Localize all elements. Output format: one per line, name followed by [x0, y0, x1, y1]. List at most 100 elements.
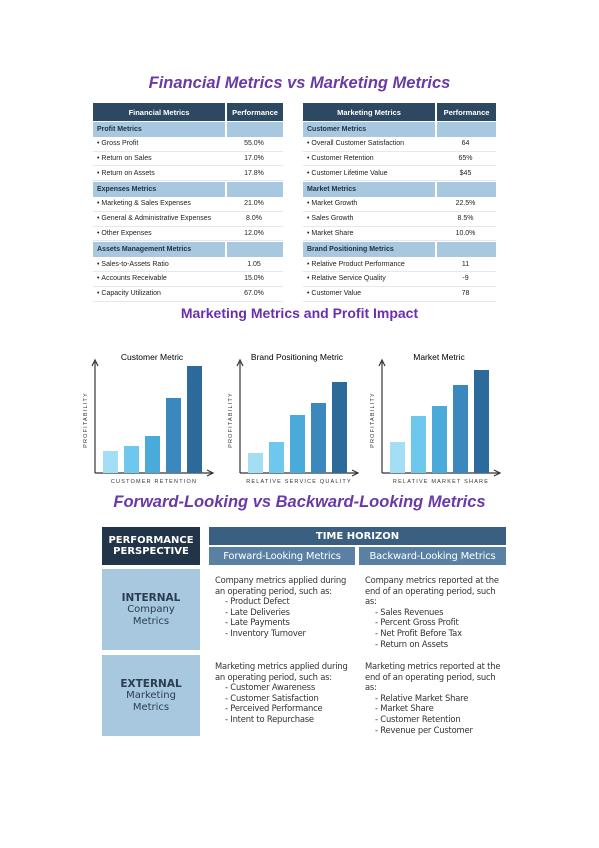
section-row: Customer Metrics	[303, 122, 496, 137]
bar	[187, 366, 202, 473]
bar	[432, 406, 447, 473]
table-row: Return on Assets 17.8%	[93, 166, 283, 182]
bar	[248, 453, 263, 473]
bar	[166, 398, 181, 473]
x-axis-label: RELATIVE SERVICE QUALITY	[246, 479, 352, 485]
bar	[390, 442, 405, 473]
table-row: Customer Value 78	[303, 287, 496, 302]
metric-value: 67.0%	[244, 290, 264, 298]
cell-item: Revenue per Customer	[365, 725, 502, 736]
bar	[311, 403, 326, 473]
cell-intro: Marketing metrics applied during an oper…	[215, 661, 348, 682]
charts: Customer Metric CUSTOMER RETENTION PROFITA…	[83, 352, 502, 485]
header-cell: Marketing Metrics	[303, 103, 435, 121]
section-row: Expenses Metrics	[93, 182, 283, 197]
header-row: Financial Metrics Performance	[93, 103, 283, 121]
row-heading: INTERNAL Company Metrics	[102, 569, 200, 650]
metric-value: -9	[462, 275, 469, 283]
section-name: Assets Management Metrics	[93, 242, 225, 258]
section-blank	[437, 122, 496, 137]
cell: Marketing metrics applied during an oper…	[209, 655, 356, 736]
cell-item: Relative Market Share	[365, 693, 502, 704]
cell-item: Sales Revenues	[365, 607, 502, 618]
marketing-table: Marketing Metrics Performance Customer Met…	[303, 103, 496, 302]
cell-item: Intent to Repurchase	[215, 714, 352, 725]
table-row: Other Expenses 12.0%	[93, 227, 283, 242]
bar	[453, 385, 468, 473]
header-cell: Financial Metrics	[93, 103, 225, 121]
y-arrow	[236, 358, 244, 367]
metric-name: Gross Profit	[93, 137, 225, 151]
cell-intro: Company metrics applied during an operat…	[215, 575, 347, 596]
chart-title: Customer Metric	[121, 352, 184, 362]
section-row: Brand Positioning Metrics	[303, 242, 496, 258]
metric-value: 15.0%	[244, 275, 264, 283]
metric-name: Market Share	[303, 227, 435, 241]
perspective-header: PERFORMANCE PERSPECTIVE	[102, 527, 200, 565]
section-name: Customer Metrics	[303, 122, 435, 137]
row-heading-main: INTERNAL	[121, 591, 181, 604]
row-heading-sub: Company Metrics	[127, 603, 175, 627]
metric-value: 64	[461, 140, 470, 148]
section-blank	[227, 182, 283, 197]
bar	[269, 442, 284, 473]
y-axis-label: PROFITABILITY	[228, 392, 234, 448]
section-name: Brand Positioning Metrics	[303, 242, 435, 258]
chart-title: Brand Positioning Metric	[251, 352, 344, 362]
cell: Company metrics applied during an operat…	[209, 569, 356, 650]
cell-item: Percent Gross Profit	[365, 617, 502, 628]
metric-name: Sales Growth	[303, 212, 435, 226]
section-blank	[227, 122, 283, 137]
y-arrow	[378, 358, 386, 367]
x-arrow	[493, 469, 502, 477]
metric-name: Return on Sales	[93, 152, 225, 166]
metric-name: Customer Lifetime Value	[303, 166, 435, 180]
table-row: Market Share 10.0%	[303, 227, 496, 242]
row-heading-main: EXTERNAL	[120, 677, 182, 690]
y-axis-label: PROFITABILITY	[370, 392, 376, 448]
section-blank	[437, 242, 496, 258]
section-name: Market Metrics	[303, 182, 435, 197]
metric-name: Sales-to-Assets Ratio	[93, 257, 225, 271]
metric-value: 12.0%	[244, 229, 264, 237]
cell-item: Inventory Turnover	[215, 628, 352, 639]
metric-value: 21.0%	[244, 200, 264, 208]
table-row: Customer Lifetime Value $45	[303, 166, 496, 182]
cell-item: Product Defect	[215, 596, 352, 607]
section-blank	[227, 242, 283, 258]
cell: Marketing metrics reported at the end of…	[359, 655, 506, 736]
cell-item: Customer Awareness	[215, 682, 352, 693]
charts-title: Marketing Metrics and Profit Impact	[180, 305, 419, 321]
section-row: Profit Metrics	[93, 122, 283, 137]
section-name: Profit Metrics	[93, 122, 225, 137]
cell-item: Market Share	[365, 703, 502, 714]
row-heading-sub: Marketing Metrics	[126, 689, 176, 713]
bar	[290, 415, 305, 473]
column-header: Forward-Looking Metrics	[209, 547, 355, 565]
metric-name: Accounts Receivable	[93, 272, 225, 286]
cell-item: Late Payments	[215, 617, 352, 628]
bar	[145, 436, 160, 473]
metric-name: Return on Assets	[93, 166, 225, 180]
metric-name: Customer Value	[303, 287, 435, 301]
cell: Company metrics reported at the end of a…	[359, 569, 506, 650]
metric-value: 11	[461, 260, 470, 268]
table-row: Capacity Utilization 67.0%	[93, 287, 283, 302]
metric-name: General & Administrative Expenses	[93, 212, 225, 226]
bar	[332, 382, 347, 473]
x-arrow	[206, 469, 215, 477]
bar	[474, 370, 489, 473]
bar	[411, 416, 426, 473]
metric-name: Overall Customer Satisfaction	[303, 137, 435, 151]
metric-name: Market Growth	[303, 197, 435, 211]
metric-value: 55.0%	[244, 140, 264, 148]
cell-item: Return on Assets	[365, 639, 502, 650]
metric-value: 1.05	[247, 260, 261, 268]
metric-name: Marketing & Sales Expenses	[93, 197, 225, 211]
metric-value: 78	[461, 290, 470, 298]
section-blank	[437, 182, 496, 197]
cell-item: Customer Satisfaction	[215, 693, 352, 704]
metric-name: Capacity Utilization	[93, 287, 225, 301]
